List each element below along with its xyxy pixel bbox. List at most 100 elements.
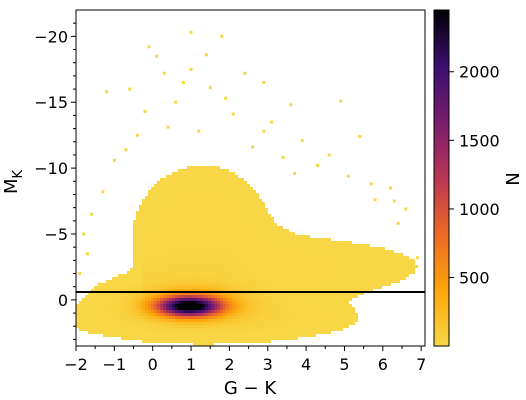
heatmap-cell (235, 202, 238, 205)
heatmap-cell (190, 178, 193, 181)
heatmap-cell (76, 313, 79, 316)
heatmap-cell (211, 274, 214, 277)
heatmap-cell (331, 307, 334, 310)
heatmap-cell (268, 238, 271, 241)
heatmap-cell (352, 307, 355, 310)
heatmap-cell (190, 193, 193, 196)
outlier-point (112, 158, 116, 162)
heatmap-cell (379, 250, 382, 253)
heatmap-cell (103, 316, 106, 319)
heatmap-cell (157, 244, 160, 247)
heatmap-cell (220, 190, 223, 193)
heatmap-cell (205, 175, 208, 178)
heatmap-cell (277, 241, 280, 244)
heatmap-cell (277, 325, 280, 328)
heatmap-cell (193, 223, 196, 226)
heatmap-cell (268, 340, 271, 343)
heatmap-cell (157, 280, 160, 283)
heatmap-cell (298, 325, 301, 328)
heatmap-cell (208, 307, 211, 310)
heatmap-cell (124, 313, 127, 316)
heatmap-cell (151, 274, 154, 277)
heatmap-cell (106, 283, 109, 286)
heatmap-cell (265, 214, 268, 217)
heatmap-cell (403, 259, 406, 262)
heatmap-cell (235, 307, 238, 310)
heatmap-cell (307, 298, 310, 301)
heatmap-cell (121, 307, 124, 310)
heatmap-cell (190, 172, 193, 175)
heatmap-cell (193, 259, 196, 262)
heatmap-cell (298, 334, 301, 337)
heatmap-cell (142, 268, 145, 271)
heatmap-cell (301, 313, 304, 316)
heatmap-cell (157, 322, 160, 325)
heatmap-cell (145, 307, 148, 310)
heatmap-cell (166, 220, 169, 223)
heatmap-cell (142, 214, 145, 217)
heatmap-cell (238, 238, 241, 241)
heatmap-cell (250, 211, 253, 214)
heatmap-cell (100, 298, 103, 301)
heatmap-cell (310, 289, 313, 292)
heatmap-cell (199, 283, 202, 286)
heatmap-cell (244, 223, 247, 226)
heatmap-cell (328, 253, 331, 256)
heatmap-cell (109, 334, 112, 337)
heatmap-cell (235, 193, 238, 196)
heatmap-cell (175, 178, 178, 181)
heatmap-cell (283, 283, 286, 286)
heatmap-cell (115, 310, 118, 313)
heatmap-cell (316, 262, 319, 265)
heatmap-cell (82, 301, 85, 304)
heatmap-cell (109, 331, 112, 334)
heatmap-cell (121, 337, 124, 340)
heatmap-cell (226, 229, 229, 232)
outlier-point (86, 252, 90, 256)
heatmap-cell (145, 208, 148, 211)
heatmap-cell (142, 238, 145, 241)
heatmap-cell (247, 184, 250, 187)
heatmap-cell (133, 298, 136, 301)
heatmap-cell (199, 256, 202, 259)
heatmap-cell (130, 322, 133, 325)
heatmap-cell (310, 265, 313, 268)
heatmap-cell (277, 292, 280, 295)
heatmap-cell (325, 319, 328, 322)
heatmap-cell (391, 277, 394, 280)
heatmap-cell (247, 193, 250, 196)
heatmap-cell (133, 229, 136, 232)
heatmap-cell (199, 307, 202, 310)
heatmap-cell (217, 241, 220, 244)
heatmap-cell (142, 331, 145, 334)
heatmap-cell (154, 250, 157, 253)
heatmap-cell (139, 295, 142, 298)
heatmap-cell (220, 196, 223, 199)
heatmap-cell (382, 253, 385, 256)
heatmap-cell (382, 271, 385, 274)
y-axis-label-group: MK (1, 170, 26, 195)
heatmap-cell (250, 271, 253, 274)
heatmap-cell (253, 328, 256, 331)
heatmap-cell (280, 277, 283, 280)
heatmap-cell (262, 235, 265, 238)
heatmap-cell (241, 208, 244, 211)
heatmap-cell (238, 259, 241, 262)
heatmap-cell (244, 265, 247, 268)
heatmap-cell (256, 250, 259, 253)
heatmap-cell (178, 268, 181, 271)
heatmap-cell (229, 262, 232, 265)
heatmap-cell (265, 247, 268, 250)
heatmap-cell (79, 325, 82, 328)
heatmap-cell (346, 271, 349, 274)
heatmap-cell (139, 337, 142, 340)
heatmap-cell (145, 286, 148, 289)
heatmap-cell (187, 247, 190, 250)
heatmap-cell (187, 268, 190, 271)
heatmap-cell (142, 232, 145, 235)
heatmap-cell (232, 211, 235, 214)
heatmap-cell (106, 292, 109, 295)
heatmap-cell (337, 274, 340, 277)
heatmap-cell (172, 220, 175, 223)
heatmap-cell (223, 253, 226, 256)
